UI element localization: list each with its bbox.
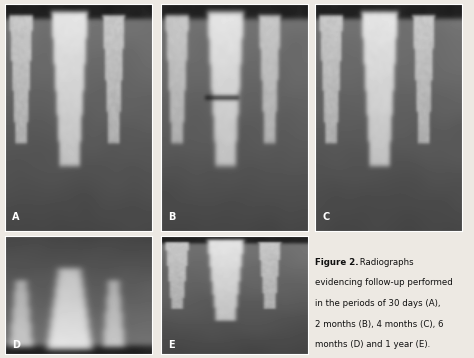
Text: C: C <box>322 212 330 222</box>
Text: Radiographs: Radiographs <box>357 257 414 267</box>
Text: 2 months (B), 4 months (C), 6: 2 months (B), 4 months (C), 6 <box>315 320 444 329</box>
Text: in the periods of 30 days (A),: in the periods of 30 days (A), <box>315 299 441 308</box>
Text: B: B <box>169 212 176 222</box>
Text: E: E <box>169 340 175 350</box>
Text: months (D) and 1 year (E).: months (D) and 1 year (E). <box>315 340 430 349</box>
Text: evidencing follow-up performed: evidencing follow-up performed <box>315 278 453 287</box>
Text: D: D <box>12 340 20 350</box>
Text: A: A <box>12 212 19 222</box>
Text: Figure 2.: Figure 2. <box>315 257 359 267</box>
